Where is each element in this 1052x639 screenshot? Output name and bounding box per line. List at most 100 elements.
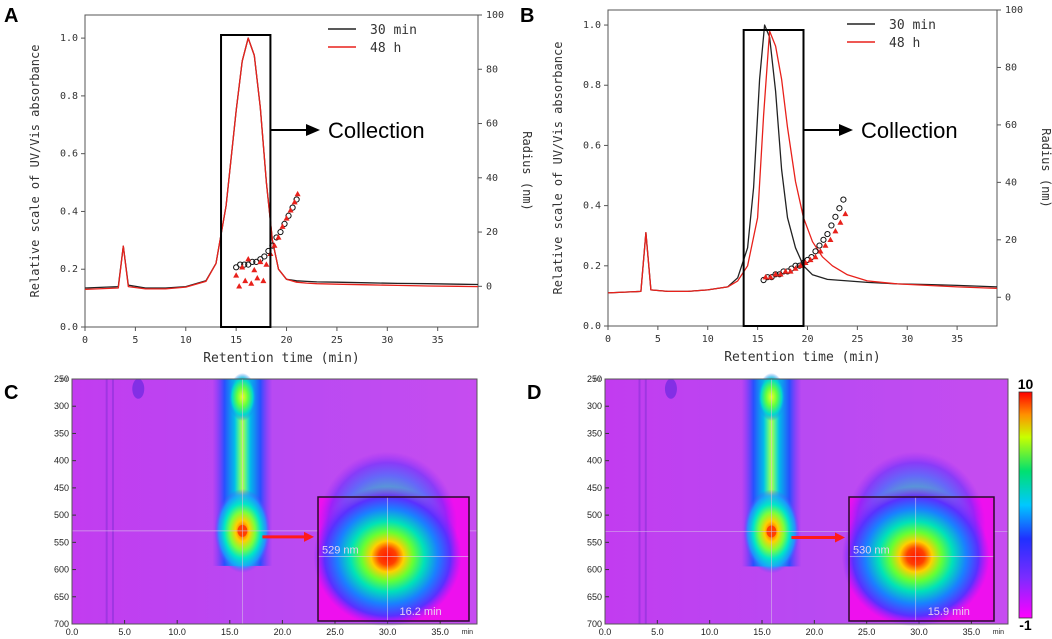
series-line-48-h <box>84 37 479 291</box>
x-tick-label: 5 <box>655 334 661 345</box>
series-line-48-h <box>607 30 998 294</box>
y-axis-label: Relative scale of UV/Vis absorbance <box>28 45 42 298</box>
radius-point-48h <box>817 248 824 254</box>
y-tick-label: 0.6 <box>583 140 601 151</box>
y2-tick-label: 60 <box>486 119 498 130</box>
radius-point-48h <box>271 242 278 248</box>
radius-point-48h <box>263 261 270 267</box>
x-tick-label: 10 <box>180 335 192 346</box>
legend-label: 30 min <box>889 18 936 33</box>
x-tick-label: 10.0 <box>701 627 719 637</box>
radius-point-30min <box>840 196 847 203</box>
radius-point-30min <box>237 261 244 268</box>
radius-point-30min <box>249 258 256 265</box>
y2-tick-label: 80 <box>1005 62 1017 73</box>
radius-point-30min <box>812 248 819 255</box>
colorbar <box>1018 391 1033 619</box>
y-tick-label: 0.0 <box>60 322 78 333</box>
collection-window <box>742 29 805 327</box>
radius-point-48h <box>275 234 282 240</box>
radius-point-48h <box>257 258 264 265</box>
y-tick-label: 0.4 <box>60 206 78 217</box>
legend-label: 30 min <box>370 23 417 38</box>
y-tick-label: 1.0 <box>60 33 78 44</box>
y2-tick-label: 0 <box>1005 292 1011 303</box>
y2-tick-label: 100 <box>486 10 504 21</box>
radius-point-48h <box>283 215 290 221</box>
radius-point-30min <box>289 204 296 211</box>
y-tick-label: 500 <box>54 510 69 520</box>
panel-d: D 250 300 350 400 450 500 550 600 650 700 nm 0.0 5.0 1… <box>527 373 1033 637</box>
radius-point-48h <box>233 272 240 278</box>
radius-point-48h <box>248 280 255 286</box>
radius-point-30min <box>261 253 268 260</box>
y-tick-label: 350 <box>587 428 602 438</box>
x-tick-label: 10 <box>702 334 714 345</box>
y-tick-label: 700 <box>587 619 602 629</box>
x-tick-label: 30.0 <box>379 627 397 637</box>
radius-point-48h <box>832 228 839 234</box>
radius-point-30min <box>760 276 767 284</box>
y2-tick-label: 60 <box>1005 120 1017 131</box>
y2-axis-label: Radius (nm) <box>1039 128 1052 207</box>
inset-wavelength-label: 529 nm <box>322 545 359 557</box>
radius-point-30min <box>820 236 827 243</box>
radius-point-48h <box>782 268 789 274</box>
y-tick-label: 550 <box>54 537 69 547</box>
y-tick-label: 250 <box>54 374 69 384</box>
x-tick-label: 5 <box>132 335 138 346</box>
radius-point-48h <box>837 219 844 225</box>
legend-label: 48 h <box>889 36 920 51</box>
radius-point-30min <box>832 213 839 220</box>
radius-point-48h <box>245 255 252 262</box>
y-tick-label: 250 <box>587 374 602 384</box>
radius-point-48h <box>260 277 267 284</box>
radius-point-48h <box>239 264 246 270</box>
y-unit-label: nm <box>594 377 602 383</box>
radius-point-30min <box>293 196 300 203</box>
x-tick-label: 25.0 <box>858 627 876 637</box>
heatmap-frame <box>604 378 1009 625</box>
radius-point-48h <box>291 199 298 205</box>
x-tick-label: 15 <box>752 334 764 345</box>
x-tick-label: 35.0 <box>963 627 981 637</box>
radius-point-30min <box>828 222 835 229</box>
y-tick-label: 300 <box>587 401 602 411</box>
y-tick-label: 450 <box>54 483 69 493</box>
x-axis-label: Retention time (min) <box>724 350 881 365</box>
early-blob <box>664 378 677 399</box>
inset-border <box>848 496 995 622</box>
x-tick-label: 35 <box>432 335 444 346</box>
radius-point-48h <box>812 253 819 260</box>
y-axis-label: Relative scale of UV/Vis absorbance <box>551 42 565 295</box>
radius-point-48h <box>254 274 261 281</box>
y-tick-label: 450 <box>587 483 602 493</box>
collection-window <box>220 34 272 328</box>
y2-tick-label: 20 <box>1005 235 1017 246</box>
collection-label: Collection <box>861 118 958 143</box>
radius-point-48h <box>767 273 774 280</box>
x-tick-label: 25.0 <box>326 627 344 637</box>
y-unit-label: nm <box>61 377 69 383</box>
x-tick-label: 20.0 <box>274 627 292 637</box>
y-tick-label: 0.8 <box>60 91 78 102</box>
y2-tick-label: 40 <box>486 173 498 184</box>
solvent-streak <box>105 379 108 624</box>
x-tick-label: 35.0 <box>431 627 449 637</box>
panel-b: B 0 5 10 15 20 25 30 35 0.0 0.2 0.4 0.6 0.8 1.0 0 20 40 60… <box>520 5 1052 365</box>
solvent-streak <box>638 379 641 624</box>
radius-point-30min <box>816 242 823 249</box>
radius-point-30min <box>281 220 288 228</box>
y-tick-label: 0.2 <box>583 261 601 272</box>
y-tick-label: 700 <box>54 619 69 629</box>
radius-point-48h <box>777 271 784 277</box>
y-tick-label: 0.2 <box>60 264 78 275</box>
plot-frame <box>84 14 479 328</box>
radius-point-30min <box>277 228 284 236</box>
inset-wavelength-label: 530 nm <box>853 545 890 557</box>
x-tick-label: 35 <box>951 334 963 345</box>
y-tick-label: 0.6 <box>60 149 78 160</box>
series-line-30-min <box>84 37 479 289</box>
heatmap-frame <box>71 378 478 625</box>
